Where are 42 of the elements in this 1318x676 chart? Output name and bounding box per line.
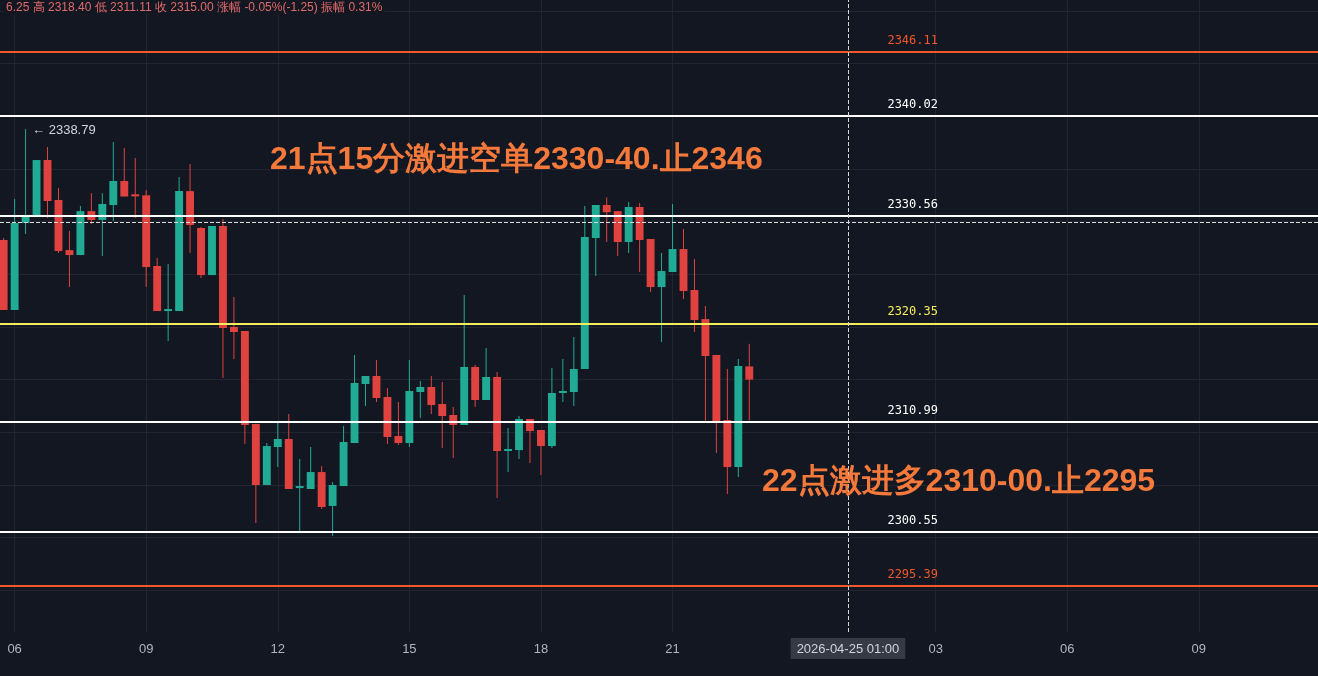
ref-line-label: 2330.56 — [887, 196, 938, 211]
candlestick — [65, 230, 74, 288]
candlestick — [657, 252, 666, 343]
candlestick — [504, 427, 512, 473]
annotation: ← 2338.79 — [32, 121, 96, 137]
x-tick-label: 21 — [665, 641, 680, 656]
candlestick — [273, 422, 282, 468]
x-tick-label: 15 — [402, 641, 417, 656]
candlestick — [131, 157, 140, 219]
candlestick — [427, 375, 436, 415]
x-tick-label: 12 — [270, 641, 286, 656]
candlestick — [416, 380, 425, 419]
candlestick — [438, 381, 447, 449]
x-tick-label: 06 — [1060, 641, 1075, 656]
candlestick — [306, 446, 315, 490]
candlestick — [295, 458, 304, 534]
annotation: 22点激进多2310-00.止2295 — [762, 462, 1156, 498]
candlestick — [602, 196, 611, 243]
annotation: 21点15分激进空单2330-40.止2346 — [270, 140, 763, 176]
annotation: 6.25 高 2318.40 低 2311.11 收 2315.00 涨幅 -0.05%(-1.25) 振幅 0.31% — [6, 0, 383, 14]
x-tick-label: 09 — [138, 641, 154, 656]
x-tick-label: 03 — [928, 641, 943, 656]
candlestick — [537, 429, 545, 476]
x-tick-label: 18 — [533, 641, 549, 656]
candlestick — [394, 401, 403, 446]
x-tick-label: 06 — [7, 641, 22, 656]
candlestick — [558, 358, 567, 403]
candlestick — [120, 147, 129, 197]
candlestick — [229, 296, 238, 360]
ref-line-label: 2320.35 — [887, 304, 938, 319]
ref-line-label: 2026-04-25 01:00 — [796, 641, 900, 656]
ref-line-label: 2346.11 — [887, 33, 938, 48]
candlestick — [482, 347, 491, 401]
ref-line-label: 2300.55 — [887, 512, 938, 527]
candlestick — [328, 481, 337, 537]
candlestick — [745, 343, 754, 422]
x-tick-label: 09 — [1191, 641, 1207, 656]
candlestick — [164, 263, 173, 342]
ref-line-label: 2310.99 — [887, 402, 938, 417]
ref-line-label: 2295.39 — [887, 567, 938, 582]
ref-line-label: 2340.02 — [887, 97, 938, 112]
candlestick — [569, 336, 578, 407]
